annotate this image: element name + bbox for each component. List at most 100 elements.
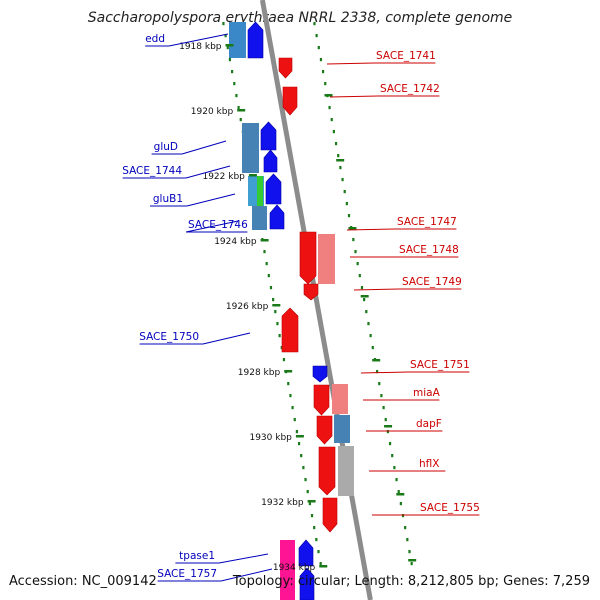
left-guide-dot bbox=[233, 82, 236, 86]
right-guide-dot bbox=[399, 502, 402, 506]
label-leader-line bbox=[360, 371, 409, 374]
gene-SACE_1742[interactable] bbox=[282, 86, 298, 116]
tick-mark bbox=[260, 239, 269, 242]
position-ticks: 1918 kbp 1920 kbp 1922 kbp 1924 kbp 1926 kbp… bbox=[179, 42, 417, 573]
label-leader-line bbox=[218, 553, 269, 564]
gene-dapF[interactable] bbox=[318, 446, 336, 496]
gene-gluD[interactable] bbox=[260, 121, 277, 151]
label-leader-line bbox=[220, 568, 273, 582]
gene-label-hflX[interactable]: hflX bbox=[419, 458, 439, 470]
label-leader-line bbox=[185, 165, 231, 179]
gene-label-SACE_1750[interactable]: SACE_1750 bbox=[139, 331, 199, 343]
right-guide-dot bbox=[356, 262, 359, 266]
left-guide-dot bbox=[272, 298, 275, 302]
tick-label: 1930 kbp bbox=[249, 433, 292, 443]
gene-label-SACE_1742[interactable]: SACE_1742 bbox=[380, 83, 440, 95]
gene-label-gluB1[interactable]: gluB1 bbox=[153, 193, 183, 205]
gene-SACE_1741[interactable] bbox=[278, 57, 293, 79]
right-guide-dot bbox=[382, 406, 385, 410]
gene-edd[interactable] bbox=[247, 21, 264, 59]
gene-label-miaA[interactable]: miaA bbox=[413, 387, 441, 399]
right-guide-dot bbox=[324, 82, 327, 86]
gene-label-SACE_1749[interactable]: SACE_1749 bbox=[402, 276, 462, 288]
gene-label-SACE_1751[interactable]: SACE_1751 bbox=[410, 359, 470, 371]
right-guide-dot bbox=[401, 514, 405, 518]
gene-label-SACE_1755[interactable]: SACE_1755 bbox=[420, 502, 480, 514]
left-guide-dot bbox=[228, 58, 232, 62]
left-guide-dot bbox=[282, 358, 286, 362]
category-block bbox=[242, 123, 259, 173]
right-guide-dot bbox=[378, 382, 381, 386]
tick-mark bbox=[324, 94, 333, 97]
gene-SACE_1746[interactable] bbox=[269, 204, 285, 230]
left-guide-dot bbox=[308, 502, 311, 506]
left-guide-dot bbox=[313, 526, 316, 530]
right-guide-dot bbox=[343, 190, 346, 194]
right-guide-dot bbox=[386, 430, 389, 434]
gene-SACE_1751[interactable] bbox=[313, 384, 330, 416]
right-guide-dot bbox=[328, 106, 331, 110]
gene-SACE_1757[interactable] bbox=[299, 567, 315, 600]
summary-text: Topology: circular; Length: 8,212,805 bp… bbox=[232, 574, 590, 589]
tick-label: 1918 kbp bbox=[179, 42, 222, 52]
right-guide-dot bbox=[365, 310, 368, 314]
tick-label: 1924 kbp bbox=[214, 237, 257, 247]
gene-SACE_1744[interactable] bbox=[263, 149, 278, 173]
left-guide-dot bbox=[222, 22, 225, 26]
gene-SACE_1750[interactable] bbox=[312, 365, 328, 383]
tick-mark bbox=[396, 493, 405, 496]
category-block bbox=[252, 206, 267, 230]
left-guide-dot bbox=[231, 70, 234, 74]
gene-label-SACE_1741[interactable]: SACE_1741 bbox=[376, 50, 436, 62]
left-guide-dot bbox=[306, 490, 309, 494]
gene-label-SACE_1757[interactable]: SACE_1757 bbox=[157, 568, 217, 580]
gene-label-SACE_1747[interactable]: SACE_1747 bbox=[397, 216, 457, 228]
left-guide-dot bbox=[278, 334, 281, 338]
gene-label-dapF[interactable]: dapF bbox=[416, 418, 442, 430]
gene-SACE_1748[interactable] bbox=[303, 283, 319, 301]
tick-label: 1922 kbp bbox=[202, 172, 245, 182]
right-guide-dot bbox=[341, 178, 344, 182]
left-guide-dot bbox=[297, 442, 301, 446]
left-guide-dot bbox=[237, 106, 240, 110]
left-guide-dot bbox=[291, 406, 294, 410]
gene-label-SACE_1746[interactable]: SACE_1746 bbox=[188, 219, 248, 231]
left-guide-dot bbox=[310, 514, 314, 518]
gene-hflX[interactable] bbox=[322, 497, 338, 533]
tick-label: 1928 kbp bbox=[238, 368, 281, 378]
right-guide-dot bbox=[393, 466, 396, 470]
left-guide-dot bbox=[295, 430, 298, 434]
left-guide-dot bbox=[269, 286, 273, 290]
gene-label-SACE_1744[interactable]: SACE_1744 bbox=[122, 165, 182, 177]
left-guide-dot bbox=[224, 34, 227, 38]
label-leader-line bbox=[168, 33, 229, 47]
gene-SACE_1749[interactable] bbox=[281, 307, 299, 353]
category-block bbox=[318, 234, 335, 284]
tick-label: 1934 kbp bbox=[273, 563, 316, 573]
left-guide-dot bbox=[315, 538, 318, 542]
label-leader-line bbox=[346, 228, 396, 231]
right-guide-dot bbox=[404, 526, 407, 530]
gene-gluB1[interactable] bbox=[265, 173, 282, 205]
gene-label-tpase1[interactable]: tpase1 bbox=[179, 550, 215, 562]
right-guide-dot bbox=[334, 142, 338, 146]
right-guide-dot bbox=[410, 562, 413, 566]
gene-miaA[interactable] bbox=[316, 415, 333, 445]
gene-SACE_1747[interactable] bbox=[299, 231, 317, 285]
tick-label: 1932 kbp bbox=[261, 498, 304, 508]
label-leader-line bbox=[329, 95, 379, 98]
gene-tpase1[interactable] bbox=[298, 539, 314, 567]
right-guide-dot bbox=[319, 58, 323, 62]
tick-mark bbox=[384, 425, 393, 428]
label-leader-line bbox=[181, 140, 227, 155]
gene-label-gluD[interactable]: gluD bbox=[154, 141, 178, 153]
left-guide-dot bbox=[289, 394, 292, 398]
gene-label-edd[interactable]: edd bbox=[145, 33, 165, 45]
right-guide-dot bbox=[345, 202, 348, 206]
label-leader-line bbox=[186, 193, 236, 207]
left-guide-dot bbox=[274, 310, 277, 314]
tick-mark bbox=[284, 370, 293, 373]
gene-label-SACE_1748[interactable]: SACE_1748 bbox=[399, 244, 459, 256]
right-guide-dot bbox=[380, 394, 383, 398]
tick-mark bbox=[336, 159, 345, 162]
